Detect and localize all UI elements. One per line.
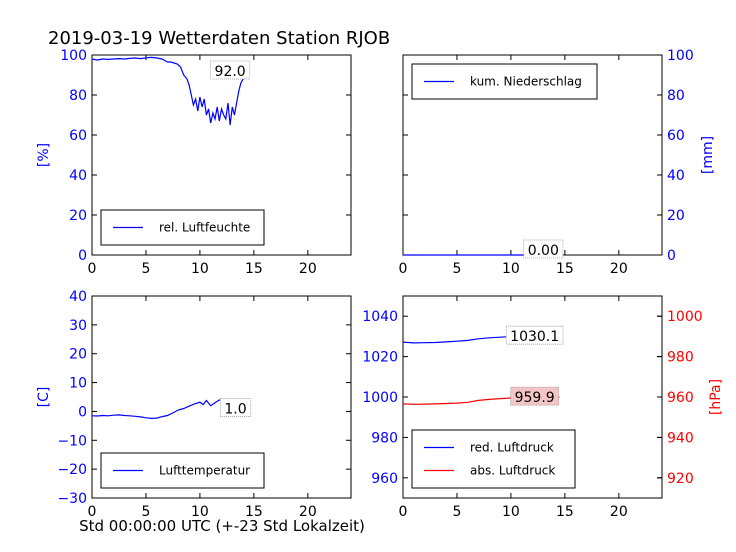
annotation-box [505, 325, 564, 345]
y-tick-label: 980 [371, 430, 398, 446]
x-tick-label: 10 [191, 504, 209, 520]
y-tick-label: 1000 [362, 390, 398, 406]
y-right-tick-label: 940 [667, 430, 694, 446]
annotation-box [210, 60, 251, 80]
y-tick-label: 100 [60, 48, 87, 64]
y-tick-label: 0 [667, 248, 676, 264]
legend-entry: rel. Luftfeuchte [159, 221, 250, 235]
x-tick-label: 20 [610, 504, 628, 520]
x-tick-label: 15 [245, 504, 263, 520]
legend: Lufttemperatur [100, 452, 265, 489]
x-tick-label: 20 [299, 504, 317, 520]
x-tick-label: 5 [141, 261, 150, 277]
y-tick-label: −10 [57, 433, 87, 449]
y-tick-label: 80 [667, 88, 685, 104]
y-tick-label: 80 [69, 88, 87, 104]
x-tick-label: 0 [399, 261, 408, 277]
annotation-box [510, 386, 560, 406]
x-tick-label: 15 [556, 261, 574, 277]
legend: rel. Luftfeuchte [100, 209, 265, 246]
y-right-tick-label: 960 [667, 390, 694, 406]
y-axis-label: [C] [36, 387, 52, 408]
y-tick-label: 0 [78, 404, 87, 420]
y-tick-label: 0 [78, 248, 87, 264]
x-tick-label: 5 [452, 261, 461, 277]
x-tick-label: 0 [88, 261, 97, 277]
panel-humidity: 0 5 10 15 20 0 20 40 60 80 100 [%] rel. Luftfeuchte 9… [36, 48, 352, 277]
legend-box [100, 452, 265, 489]
panel-precipitation: 0 5 10 15 20 0 20 40 60 80 100 [mm] kum. Niederschla… [399, 48, 716, 277]
y-tick-label: 60 [69, 128, 87, 144]
y-tick-label: 960 [371, 471, 398, 487]
y-right-tick-label: 920 [667, 471, 694, 487]
y-tick-label: 10 [69, 376, 87, 392]
y-tick-label: 1020 [362, 350, 398, 366]
annotation-label: 959.9 [515, 390, 555, 406]
legend: red. Luftdruck abs. Luftdruck [411, 429, 576, 489]
y-right-tick-label: 1000 [667, 309, 703, 325]
x-tick-label: 5 [452, 504, 461, 520]
series-line-rel-luftfeuchte [91, 56, 249, 126]
annotation-label: 1030.1 [510, 329, 559, 345]
page-title: 2019-03-19 Wetterdaten Station RJOB [48, 28, 390, 49]
x-tick-label: 10 [502, 504, 520, 520]
y-right-tick-label: 980 [667, 350, 694, 366]
y-axis-label: [%] [36, 143, 52, 167]
annotation-box [219, 398, 252, 417]
y-tick-label: −20 [57, 462, 87, 478]
legend-entry: kum. Niederschlag [470, 75, 582, 89]
x-tick-label: 10 [502, 261, 520, 277]
legend-entry: red. Luftdruck [470, 441, 554, 455]
y-tick-label: 100 [667, 48, 694, 64]
y-tick-label: 20 [69, 208, 87, 224]
legend-entry: abs. Luftdruck [470, 464, 555, 478]
panel-temperature: 0 5 10 15 20 −30 −20 −10 0 10 20 30 40 [C] Lufttempera… [36, 289, 352, 520]
x-tick-label: 5 [141, 504, 150, 520]
x-tick-label: 0 [88, 504, 97, 520]
x-tick-label: 10 [191, 261, 209, 277]
annotation-label: 92.0 [215, 64, 246, 80]
y-right-axis-label: [hPa] [708, 379, 724, 415]
y-tick-label: 40 [69, 168, 87, 184]
panel-pressure: 0 5 10 15 20 960 980 1000 1020 1040 920 940 960 980 10… [362, 295, 724, 520]
y-tick-label: 40 [69, 289, 87, 305]
y-tick-label: 20 [667, 208, 685, 224]
x-tick-label: 15 [245, 261, 263, 277]
y-axis-label: [mm] [700, 136, 716, 174]
legend-box [100, 209, 265, 246]
annotation-label: 1.0 [224, 402, 246, 418]
y-tick-label: 30 [69, 318, 87, 334]
x-tick-label: 15 [556, 504, 574, 520]
y-tick-label: −30 [57, 491, 87, 507]
x-axis-label: Std 00:00:00 UTC (+-23 Std Lokalzeit) [79, 517, 365, 535]
legend: kum. Niederschlag [411, 63, 598, 100]
legend-entry: Lufttemperatur [159, 464, 250, 478]
y-tick-label: 20 [69, 347, 87, 363]
x-tick-label: 20 [610, 261, 628, 277]
y-tick-label: 40 [667, 168, 685, 184]
x-tick-label: 0 [399, 504, 408, 520]
x-tick-label: 20 [299, 261, 317, 277]
y-tick-label: 60 [667, 128, 685, 144]
y-tick-label: 1040 [362, 309, 398, 325]
annotation-label: 0.00 [528, 243, 559, 259]
annotation-box [523, 239, 564, 259]
legend-box [411, 429, 576, 489]
